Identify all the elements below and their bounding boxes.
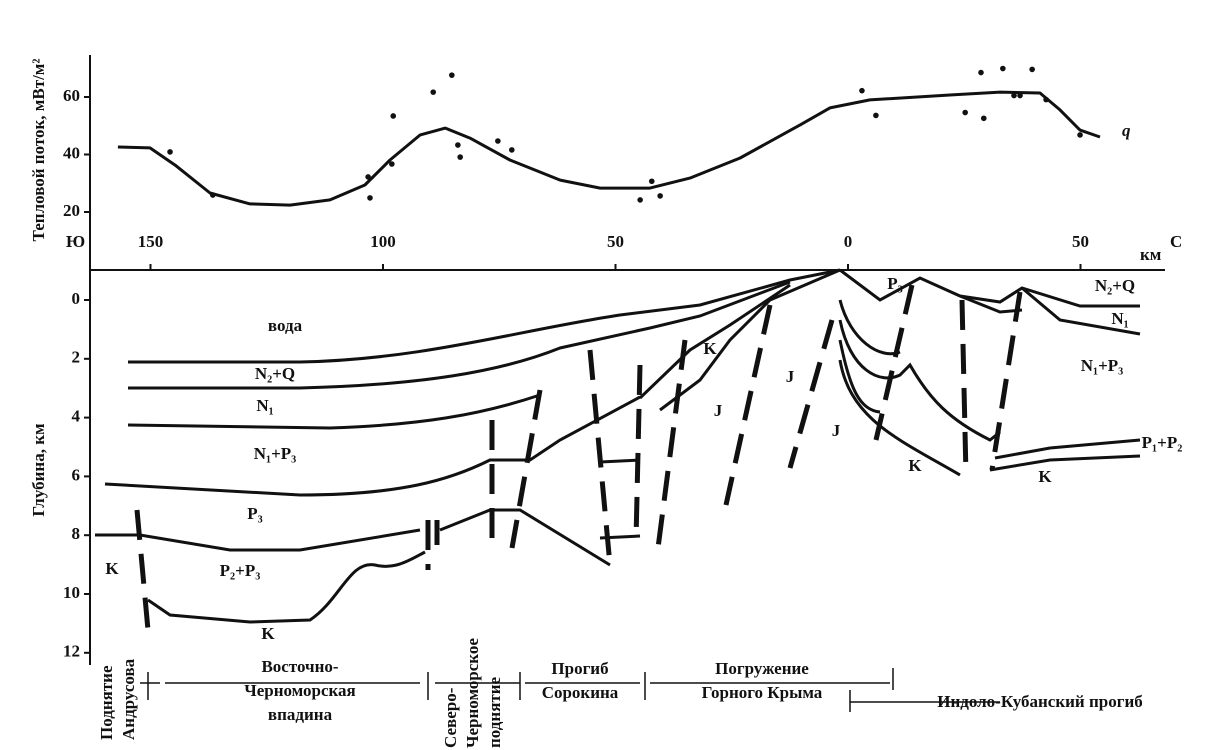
layer-label: N₂+Q (255, 364, 295, 383)
region-label: Поднятие (97, 665, 116, 740)
layer-label: J (714, 401, 723, 420)
heat-flow-point (457, 154, 463, 160)
region-label: Андрусова (119, 658, 138, 740)
heat-flow-point (1000, 65, 1006, 72)
x-tick-label: 50 (607, 232, 624, 251)
heat-flow-point (873, 112, 879, 119)
north-label: С (1170, 232, 1182, 251)
layer-label: P₁+P₂ (1142, 433, 1183, 452)
region-label: Северо- (441, 687, 460, 748)
layer-label: P₃ (247, 504, 262, 523)
region-label: Черноморская (244, 681, 356, 700)
heat-flow-point (637, 197, 643, 203)
x-tick-label: 100 (370, 232, 396, 251)
region-label: Горного Крыма (702, 683, 823, 702)
depth-tick-label: 2 (72, 348, 81, 367)
layer-label: K (908, 456, 922, 475)
region-label: впадина (268, 705, 333, 724)
layer-label: N₁ (256, 396, 273, 415)
depth-tick-label: 4 (72, 407, 81, 426)
layer-label: N₁+P₃ (254, 444, 297, 463)
layer-label: K (261, 624, 275, 643)
region-label: Черноморское (463, 638, 482, 748)
x-tick-label: 50 (1072, 232, 1089, 251)
heat-flow-point (455, 142, 461, 148)
heat-flow-point (167, 149, 173, 155)
x-tick-label: 0 (844, 232, 853, 251)
heat-flow-point (648, 178, 655, 185)
region-label: Прогиб (551, 659, 608, 678)
x-tick-label: 150 (138, 232, 164, 251)
heat-flow-point (430, 89, 437, 95)
heat-flow-point (495, 138, 501, 144)
heat-flow-point (389, 161, 395, 167)
layer-label: N₁ (1111, 309, 1128, 328)
south-label: Ю (66, 232, 85, 251)
heat-flow-point (1017, 92, 1023, 99)
heat-flow-point (210, 192, 216, 198)
heat-flow-point (449, 72, 455, 78)
layer-label: J (786, 367, 795, 386)
heat-flow-point (509, 147, 515, 153)
layer-label: P₃ (887, 274, 902, 293)
region-label: Сорокина (542, 683, 619, 702)
heat-flow-point (367, 195, 373, 201)
heat-flow-point (980, 115, 987, 122)
y-tick-label: 60 (63, 86, 80, 105)
layer-label: N₂+Q (1095, 276, 1135, 295)
distance-unit: км (1140, 245, 1162, 264)
heat-flow-point (978, 69, 984, 76)
series-label: q (1122, 121, 1131, 140)
layer-label: P₂+P₃ (220, 561, 261, 580)
heat-flow-point (1043, 96, 1049, 103)
layer-label: вода (268, 316, 303, 335)
heat-flow-point (859, 87, 865, 94)
region-arrows (140, 668, 1000, 712)
heat-flow-point (365, 174, 371, 180)
depth-tick-label: 10 (63, 583, 80, 602)
layer-label: K (703, 339, 717, 358)
y-tick-label: 20 (63, 201, 80, 220)
depth-axis-label: Глубина, км (29, 423, 48, 517)
y-tick-label: 40 (63, 143, 80, 162)
depth-tick-label: 8 (72, 524, 81, 543)
region-label: Индоло-Кубанский прогиб (937, 692, 1143, 711)
heat-flow-point (1011, 92, 1017, 99)
layer-label: J (832, 421, 841, 440)
region-label: Восточно- (261, 657, 338, 676)
layer-label: N₁+P₃ (1081, 356, 1124, 375)
layer-label: K (1038, 467, 1052, 486)
heat-flow-axis-label: Тепловой поток, мВт/м² (29, 59, 48, 242)
layer-label: K (105, 559, 119, 578)
region-label: Погружение (715, 659, 809, 678)
depth-tick-label: 12 (63, 642, 80, 661)
region-label: поднятие (485, 676, 504, 748)
heat-flow-curve (117, 90, 1101, 207)
heat-flow-point (390, 113, 397, 119)
cross-section (95, 268, 1141, 631)
heat-flow-point (657, 193, 663, 199)
depth-tick-label: 0 (72, 289, 81, 308)
heat-flow-point (1029, 66, 1035, 73)
heat-flow-point (1077, 132, 1083, 138)
heat-flow-point (962, 109, 968, 116)
depth-tick-label: 6 (72, 465, 81, 484)
